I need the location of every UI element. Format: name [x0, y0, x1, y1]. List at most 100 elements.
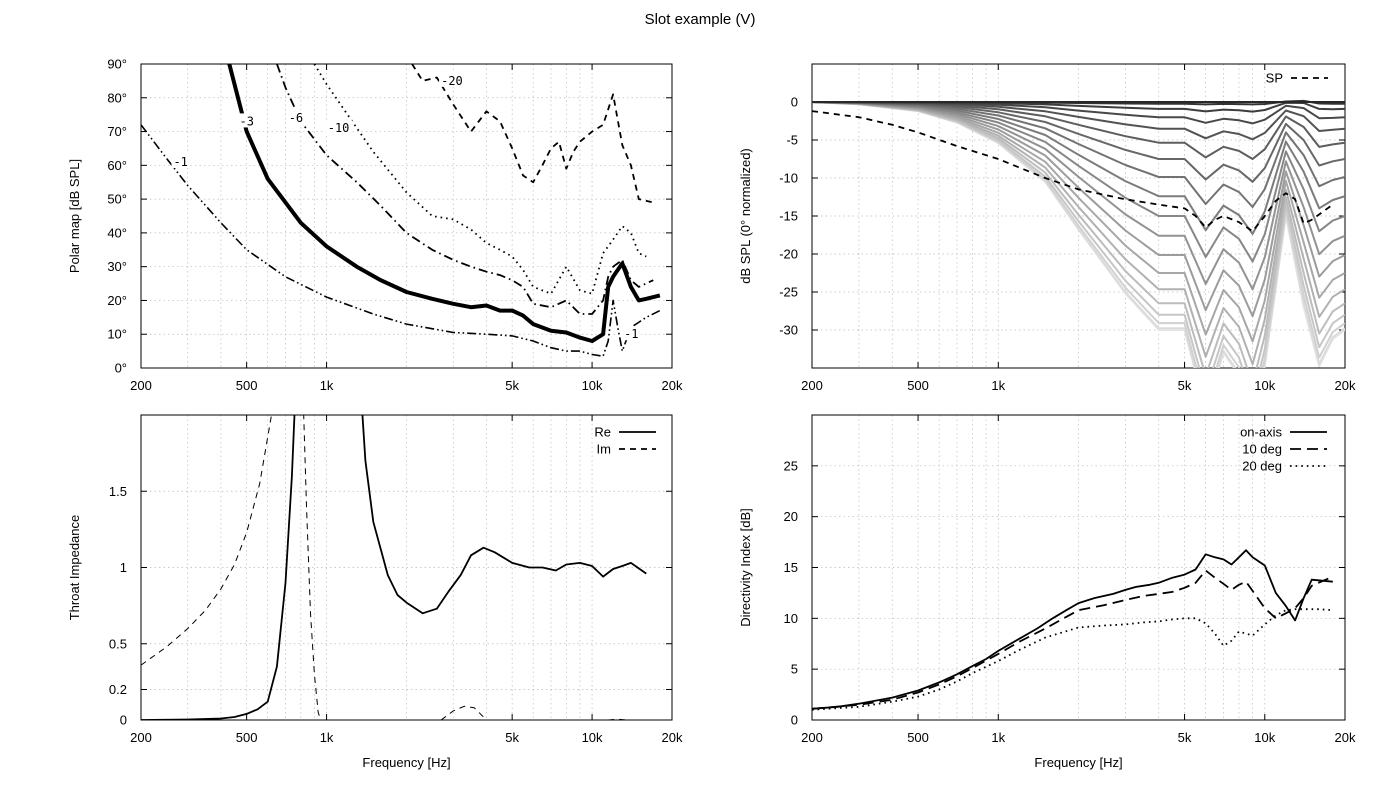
angle-curve-40deg — [812, 101, 1345, 235]
y-tick-label: -5 — [786, 133, 798, 148]
y-tick-label: 0° — [115, 361, 127, 376]
x-tick-label: 1k — [320, 730, 334, 745]
angle-curve-45deg — [812, 101, 1345, 263]
contour-label-bg — [171, 153, 191, 168]
series-line-20deg — [812, 608, 1333, 711]
impedance-panel: 200 500 1k 5k 10k 20k 0 0.2 0.5 1 1.5 Throat Impeda… — [67, 414, 683, 770]
y-tick-label: 0 — [791, 713, 798, 728]
x-tick-label: 1k — [991, 730, 1005, 745]
legend-label: 20 deg — [1242, 459, 1282, 474]
y-tick-label: 0.2 — [109, 682, 127, 697]
series-line-20 — [411, 64, 654, 204]
contour-label: -3 — [240, 114, 254, 128]
y-tick-label: 10° — [107, 327, 127, 342]
angle-curve-50deg — [812, 101, 1345, 291]
x-tick-label: 1k — [320, 378, 334, 393]
spl-panel: 200 500 1k 5k 10k 20k 0 -5 -10 -15 -20 -25 -30 dB SPL… — [738, 63, 1356, 393]
legend-label: SP — [1266, 71, 1283, 86]
y-tick-label: 5 — [791, 662, 798, 677]
x-tick-label: 200 — [801, 730, 823, 745]
series-line-Im — [303, 415, 322, 720]
contour-label-bg — [237, 113, 257, 128]
polar-map-panel: 200 500 1k 5k 10k 20k 0° 10° 20° 30° 40° 50° 60° 70° 8… — [67, 57, 683, 394]
directivity-panel: 200 500 1k 5k 10k 20k 0 5 10 15 20 25 Directivity In… — [738, 414, 1356, 770]
angle-curve-65deg — [812, 101, 1345, 366]
y-tick-label: 90° — [107, 57, 127, 72]
contour-label: -6 — [289, 111, 303, 125]
contour-label-bg — [622, 326, 642, 341]
series-line-Im — [608, 718, 627, 720]
series-line-6 — [276, 64, 654, 315]
x-tick-label: 10k — [582, 378, 603, 393]
y-tick-label: 0 — [120, 713, 127, 728]
y-tick-label: -25 — [779, 285, 798, 300]
series-group — [141, 64, 661, 357]
y-axis-label: Directivity Index [dB] — [738, 508, 753, 627]
x-axis-label: Frequency [Hz] — [362, 755, 450, 770]
y-tick-label: 15 — [784, 560, 798, 575]
x-tick-label: 5k — [1178, 730, 1192, 745]
angle-curve-35deg — [812, 101, 1345, 208]
grid — [812, 415, 1345, 720]
y-tick-label: 30° — [107, 259, 127, 274]
contour-label: -1 — [624, 327, 638, 341]
angle-curve-20deg — [812, 101, 1345, 141]
y-axis-label: Polar map [dB SPL] — [67, 159, 82, 273]
series-line-Re — [141, 415, 647, 720]
x-tick-label: 10k — [1254, 378, 1275, 393]
x-tick-label: 20k — [1335, 730, 1356, 745]
x-tick-label: 500 — [236, 730, 258, 745]
x-tick-label: 20k — [662, 730, 683, 745]
series-line-1 — [141, 124, 661, 357]
x-tick-label: 5k — [505, 730, 519, 745]
x-tick-label: 200 — [801, 378, 823, 393]
series-group — [812, 110, 1334, 233]
legend-label: Re — [594, 425, 611, 440]
y-tick-label: 20° — [107, 293, 127, 308]
y-tick-label: 80° — [107, 90, 127, 105]
x-tick-label: 1k — [991, 378, 1005, 393]
contour-label: -20 — [441, 74, 463, 88]
contour-label-bg — [439, 72, 466, 87]
grid — [141, 64, 672, 368]
legend-label: Im — [597, 442, 611, 457]
plot-frame — [140, 63, 673, 369]
series-line-SP — [812, 110, 1334, 233]
legend-label: 10 deg — [1242, 442, 1282, 457]
series-line-Im — [141, 415, 273, 666]
x-tick-label: 5k — [505, 378, 519, 393]
x-tick-label: 500 — [907, 730, 929, 745]
contour-label: -1 — [173, 155, 187, 169]
x-axis-label: Frequency [Hz] — [1034, 755, 1122, 770]
grid — [141, 415, 672, 720]
x-tick-label: 500 — [236, 378, 258, 393]
angle-curve-55deg — [812, 101, 1345, 318]
series-group — [141, 415, 647, 720]
series-line-10 — [313, 64, 647, 295]
y-tick-label: 40° — [107, 225, 127, 240]
series-line-10deg — [812, 569, 1334, 710]
contour-label-bg — [286, 110, 306, 125]
figure-title: Slot example (V) — [645, 11, 756, 28]
x-tick-label: 10k — [582, 730, 603, 745]
y-tick-label: -10 — [779, 171, 798, 186]
angle-curve-60deg — [812, 101, 1345, 343]
series-line-3 — [227, 64, 661, 343]
y-tick-label: 0 — [791, 95, 798, 110]
angle-curve-70deg — [812, 101, 1345, 368]
y-tick-label: 0.5 — [109, 636, 127, 651]
x-tick-label: 20k — [662, 378, 683, 393]
y-tick-label: 70° — [107, 124, 127, 139]
x-tick-label: 500 — [907, 378, 929, 393]
y-tick-label: 25 — [784, 458, 798, 473]
angle-curve-75deg — [812, 101, 1345, 368]
y-tick-label: 20 — [784, 509, 798, 524]
angle-curves — [812, 99, 1345, 368]
x-tick-label: 5k — [1178, 378, 1192, 393]
y-tick-label: 10 — [784, 611, 798, 626]
y-tick-label: 1 — [120, 560, 127, 575]
y-tick-label: 1.5 — [109, 484, 127, 499]
series-line-Im — [440, 705, 487, 720]
y-axis-label: Throat Impedance — [67, 515, 82, 621]
